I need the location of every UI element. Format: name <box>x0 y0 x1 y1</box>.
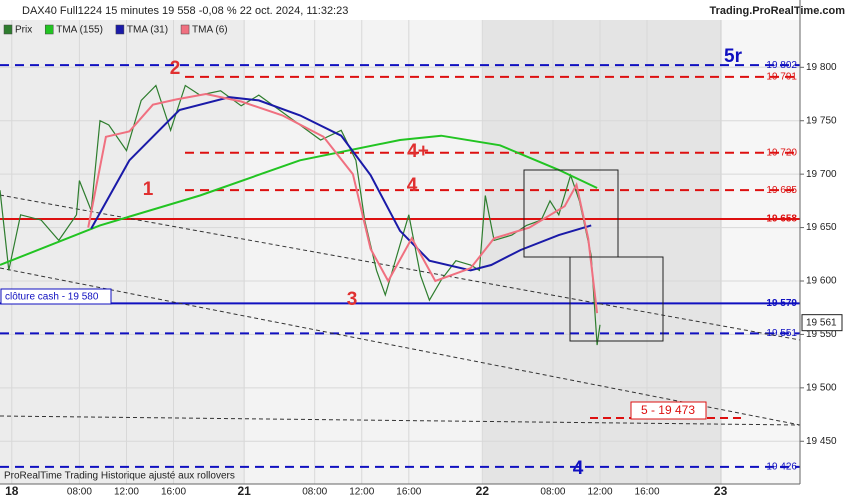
legend-label: TMA (155) <box>56 25 103 36</box>
session-bg <box>245 0 483 484</box>
series-line <box>0 134 598 266</box>
y-tick-label: 19 650 <box>806 222 837 233</box>
y-tick-label: 19 450 <box>806 436 837 447</box>
level-label: 19 426 <box>766 462 797 473</box>
x-tick-label: 08:00 <box>302 487 327 498</box>
legend-swatch <box>115 24 125 35</box>
box <box>569 256 664 342</box>
trend-line <box>0 194 801 341</box>
annotation: 4 <box>407 175 418 196</box>
y-tick-label: 19 500 <box>806 382 837 393</box>
x-tick-label: 23 <box>714 484 728 498</box>
close-label: clôture cash - 19 580 <box>5 292 99 303</box>
trend-line <box>0 415 801 426</box>
x-tick-label: 16:00 <box>635 487 660 498</box>
y-tick-label: 19 550 <box>806 329 837 340</box>
series-line <box>90 96 592 272</box>
y-tick-label: 19 800 <box>806 62 837 73</box>
chart-title: DAX40 Full1224 15 minutes 19 558 -0,08 %… <box>22 5 348 17</box>
y-tick-label: 19 600 <box>806 276 837 287</box>
header-bar <box>0 0 850 20</box>
trend-line <box>0 267 801 426</box>
session-bg <box>722 0 800 484</box>
x-tick-label: 16:00 <box>161 487 186 498</box>
x-tick-label: 12:00 <box>114 487 139 498</box>
target-label: 5 - 19 473 <box>641 403 695 417</box>
last-price-label: 19 561 <box>806 317 837 328</box>
footer: ProRealTime Trading Historique ajusté au… <box>4 471 235 482</box>
y-tick-label: 19 700 <box>806 169 837 180</box>
last-price-box <box>801 314 843 332</box>
x-tick-label: 21 <box>237 484 251 498</box>
x-tick-label: 08:00 <box>67 487 92 498</box>
y-tick-label: 19 750 <box>806 115 837 126</box>
legend-swatch <box>44 24 54 35</box>
level-label: 19 551 <box>766 328 797 339</box>
source: Trading.ProRealTime.com <box>709 5 845 17</box>
annotation: 1 <box>143 179 154 200</box>
level-label: 19 685 <box>766 185 797 196</box>
legend: Prix TMA (155) TMA (31) TMA (6) <box>3 24 228 36</box>
x-tick-label: 18 <box>5 484 19 498</box>
series-line <box>0 84 601 346</box>
level-label: 19 658 <box>766 214 797 225</box>
annotation: 4+ <box>407 141 429 162</box>
target-box <box>630 401 707 420</box>
legend-swatch <box>3 24 13 35</box>
level-label: 19 720 <box>766 147 797 158</box>
annotation: 4 <box>573 458 584 479</box>
series-line <box>87 92 599 314</box>
x-tick-label: 12:00 <box>587 487 612 498</box>
legend-label: TMA (6) <box>192 25 228 36</box>
legend-label: TMA (31) <box>127 25 168 36</box>
annotation: 2 <box>170 58 181 79</box>
x-tick-label: 12:00 <box>349 487 374 498</box>
legend-swatch <box>180 24 190 35</box>
x-tick-label: 16:00 <box>396 487 421 498</box>
level-label: 19 791 <box>766 72 797 83</box>
legend-label: Prix <box>15 25 32 36</box>
x-tick-label: 22 <box>476 484 490 498</box>
annotation: 3 <box>347 289 358 310</box>
annotation: 5r <box>724 46 743 67</box>
x-tick-label: 08:00 <box>540 487 565 498</box>
close-box <box>0 288 112 305</box>
level-label: 19 579 <box>766 298 797 309</box>
series <box>0 84 601 346</box>
level-label: 19 802 <box>766 60 797 71</box>
